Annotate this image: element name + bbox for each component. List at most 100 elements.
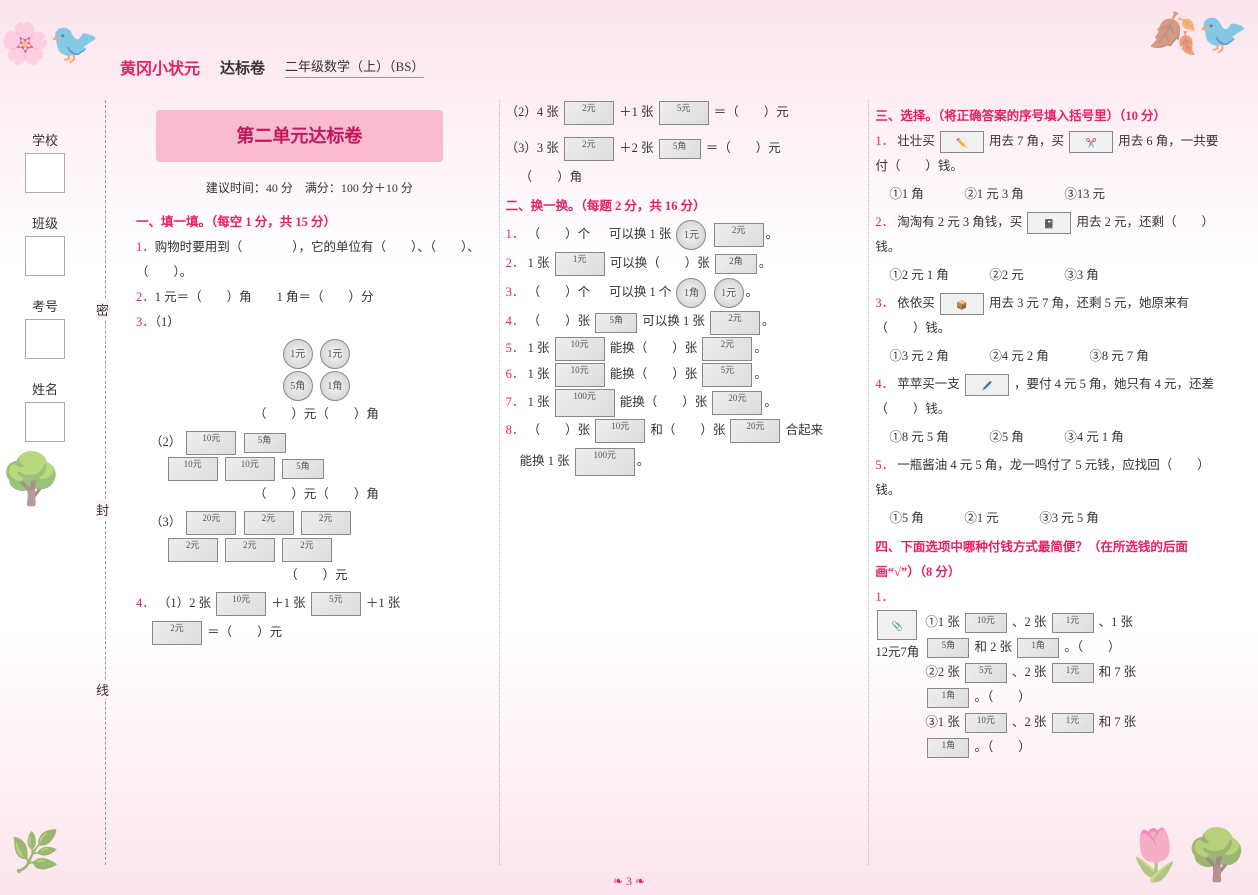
tail-yuan: ＝（ ）元 <box>706 141 781 155</box>
info-label: 姓名 <box>32 379 58 398</box>
b: 用去 7 角，买 <box>989 134 1064 148</box>
q4-item: 📎 12元7角 <box>875 610 919 760</box>
note-100y-icon: 100元 <box>575 448 635 476</box>
b: 、2 张 <box>1012 715 1046 729</box>
q-text: 购物时要用到（ ），它的单位有（ ）、（ ）、（ ）。 <box>136 240 480 279</box>
info-school: 学校 <box>20 130 70 193</box>
q1-3-2: （2） 10元 5角 10元 10元 5角 （ ）元（ ）角 <box>150 430 483 507</box>
e: 。（ ） <box>1064 640 1120 654</box>
opt: ②1 元 3 角 <box>964 187 1023 201</box>
q4-p1-prefix: （1）2 张 <box>158 596 211 610</box>
deco-mid-left: 🌳 <box>0 450 62 509</box>
q2-6: 6． 1 张 10元 能换（ ）张 5元。 <box>506 362 853 388</box>
note-1j-icon: 1角 <box>927 738 969 758</box>
coin-1y-icon: 1元 <box>714 278 744 308</box>
coin-5j-icon: 5角 <box>283 371 313 401</box>
q4-opt1: ①1 张 10元 、2 张 1元 、1 张 5角 和 2 张 1角 。（ ） <box>925 610 1222 660</box>
timing-line: 建议时间：40 分 满分：100 分＋10 分 <box>136 176 483 200</box>
c: 合起来 <box>786 423 824 437</box>
note-5y-icon: 5元 <box>965 663 1007 683</box>
note-10y-icon: 10元 <box>595 419 645 443</box>
note-10y-icon: 10元 <box>216 592 266 616</box>
info-box[interactable] <box>25 236 65 276</box>
opt: ③3 角 <box>1064 268 1098 282</box>
a: 依依买 <box>897 296 935 310</box>
column-2: （2）4 张 2元 ＋1 张 5元 ＝（ ）元 （3）3 张 2元 ＋2 张 5… <box>499 100 859 865</box>
b: 能换（ ）张 <box>610 341 698 355</box>
answer-blank: （ ）元（ ）角 <box>150 482 483 507</box>
q1-4-2: （2）4 张 2元 ＋1 张 5元 ＝（ ）元 <box>506 100 853 126</box>
price: 12元7角 <box>875 645 919 659</box>
b: 能换（ ）张 <box>610 367 698 381</box>
note-20y-icon: 20元 <box>730 419 780 443</box>
q3-4-opts: ①8 元 5 角 ②5 角 ③4 元 1 角 <box>889 425 1222 450</box>
q3-1-opts: ①1 角 ②1 元 3 角 ③13 元 <box>889 182 1222 207</box>
page-number: ❧ 3 ❧ <box>613 874 645 889</box>
note-1j-icon: 1角 <box>1017 638 1059 658</box>
note-1y-icon: 1元 <box>1052 713 1094 733</box>
opt: ③13 元 <box>1064 187 1105 201</box>
q3-4: 4． 苹苹买一支 🖊️ ，要付 4 元 5 角，她只有 4 元，还差（ ）钱。 <box>875 372 1222 422</box>
coin-1y-icon: 1元 <box>676 220 706 250</box>
section-1-head: 一、填一填。（每空 1 分，共 15 分） <box>136 210 483 235</box>
note-2y-icon: 2元 <box>282 538 332 562</box>
q4-opt2: ②2 张 5元 、2 张 1元 和 7 张 1角 。（ ） <box>925 660 1222 710</box>
a: 1 张 <box>528 256 550 270</box>
info-box[interactable] <box>25 402 65 442</box>
q4-options: ①1 张 10元 、2 张 1元 、1 张 5角 和 2 张 1角 。（ ） ②… <box>925 610 1222 760</box>
opt: ①5 角 <box>889 511 923 525</box>
q1-2: 2．1 元＝（ ）角 1 角＝（ ）分 <box>136 285 483 310</box>
note-5j-icon: 5角 <box>927 638 969 658</box>
q1-4-tail: 2元 ＝（ ）元 <box>150 620 483 646</box>
a: 1 张 <box>528 367 550 381</box>
q2-5: 5． 1 张 10元 能换（ ）张 2元。 <box>506 336 853 362</box>
note-2y-icon: 2元 <box>564 137 614 161</box>
info-label: 学校 <box>32 130 58 149</box>
q2-4: 4． （ ）张 5角 可以换 1 张 2元。 <box>506 309 853 335</box>
fold-label-xian: 线 <box>96 680 109 699</box>
note-5y-icon: 5元 <box>702 363 752 387</box>
q3-5-opts: ①5 角 ②1 元 ③3 元 5 角 <box>889 506 1222 531</box>
info-box[interactable] <box>25 319 65 359</box>
q3-3: 3． 依依买 📦 用去 3 元 7 角，还剩 5 元，她原来有（ ）钱。 <box>875 291 1222 341</box>
answer-blank: （ ）元 <box>150 563 483 588</box>
b: 能换（ ）张 <box>620 395 708 409</box>
c: 、1 张 <box>1099 615 1133 629</box>
info-exam-no: 考号 <box>20 296 70 359</box>
stapler-icon: 📎 <box>877 610 917 640</box>
q1-3-3: （3） 20元 2元 2元 2元 2元 2元 （ ）元 <box>150 510 483 587</box>
note-10y-icon: 10元 <box>186 431 236 455</box>
brand: 黄冈小状元 <box>120 55 200 79</box>
a: 1 张 <box>528 395 550 409</box>
column-3: 三、选择。（将正确答案的序号填入括号里）（10 分） 1． 壮壮买 ✏️ 用去 … <box>868 100 1228 865</box>
text: 一瓶酱油 4 元 5 角，龙一鸣付了 5 元钱，应找回（ ）钱。 <box>875 458 1209 497</box>
pencilcase-icon: 📦 <box>940 293 984 315</box>
opt: ②2 元 <box>989 268 1023 282</box>
note-2y-icon: 2元 <box>152 621 202 645</box>
a: 壮壮买 <box>897 134 935 148</box>
answer-blank: （ ）元（ ）角 <box>254 407 379 421</box>
prefix: （3）3 张 <box>506 141 559 155</box>
opt: ②5 角 <box>989 430 1023 444</box>
opt: ①3 元 2 角 <box>889 349 948 363</box>
note-1y-icon: 1元 <box>1052 613 1094 633</box>
a: （ ）张 <box>528 314 591 328</box>
q4-1-body: 📎 12元7角 ①1 张 10元 、2 张 1元 、1 张 5角 和 2 张 1… <box>875 610 1222 760</box>
info-box[interactable] <box>25 153 65 193</box>
plus: ＋1 张 <box>271 596 305 610</box>
opt: ①8 元 5 角 <box>889 430 948 444</box>
d: 。（ ） <box>974 690 1030 704</box>
q2-7: 7． 1 张 100元 能换（ ）张 20元。 <box>506 388 853 418</box>
c: 和 7 张 <box>1099 715 1137 729</box>
opt: ②4 元 2 角 <box>989 349 1048 363</box>
note-2j-icon: 2角 <box>715 254 757 274</box>
text: （ ）个 可以换 1 张 <box>528 227 672 241</box>
note-10y-icon: 10元 <box>965 713 1007 733</box>
deco-top-right: 🍂🐦 <box>1148 10 1248 57</box>
q1-4-3: （3）3 张 2元 ＋2 张 5角 ＝（ ）元 <box>506 136 853 162</box>
q2-2: 2． 1 张 1元 可以换（ ）张 2角。 <box>506 251 853 277</box>
q3-2-opts: ①2 元 1 角 ②2 元 ③3 角 <box>889 263 1222 288</box>
a: 苹苹买一支 <box>897 377 960 391</box>
q2-8: 8． （ ）张 10元 和（ ）张 20元 合起来 <box>506 418 853 444</box>
unit-title: 第二单元达标卷 <box>156 110 443 162</box>
